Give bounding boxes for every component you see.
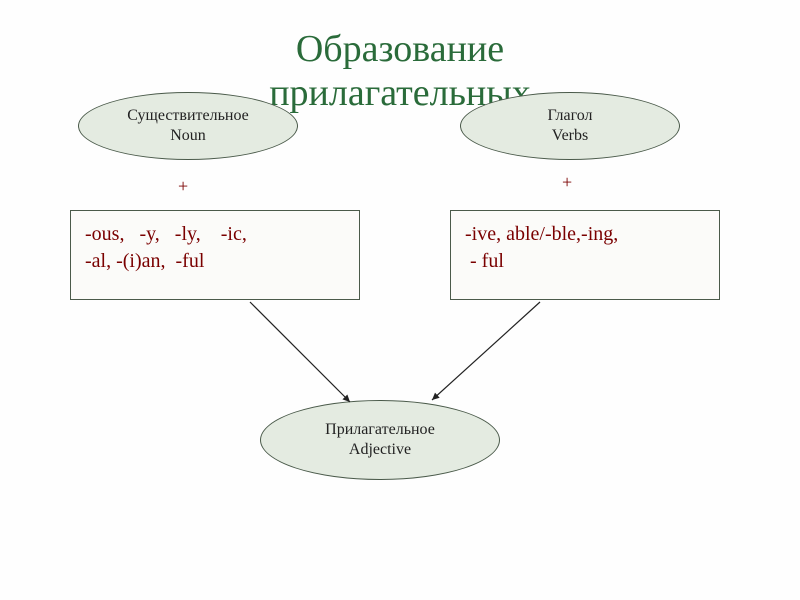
node-noun-line1: Существительное (127, 106, 249, 126)
node-adjective: Прилагательное Adjective (260, 400, 500, 480)
suffix-noun-text: -ous, -y, -ly, -ic, -al, -(i)an, -ful (85, 223, 247, 272)
suffix-verb-box: -ive, able/-ble,-ing, - ful (450, 210, 720, 300)
title-line1: Образование (296, 28, 504, 70)
node-noun-line2: Noun (170, 126, 206, 146)
suffix-verb-text: -ive, able/-ble,-ing, - ful (465, 223, 618, 272)
plus-right: + (562, 172, 572, 193)
node-verb-line2: Verbs (552, 126, 588, 146)
node-verb-line1: Глагол (547, 106, 592, 126)
node-noun: Существительное Noun (78, 92, 298, 160)
node-adjective-line2: Adjective (349, 440, 411, 460)
node-verb: Глагол Verbs (460, 92, 680, 160)
plus-left: + (178, 176, 188, 197)
suffix-noun-box: -ous, -y, -ly, -ic, -al, -(i)an, -ful (70, 210, 360, 300)
node-adjective-line1: Прилагательное (325, 420, 435, 440)
